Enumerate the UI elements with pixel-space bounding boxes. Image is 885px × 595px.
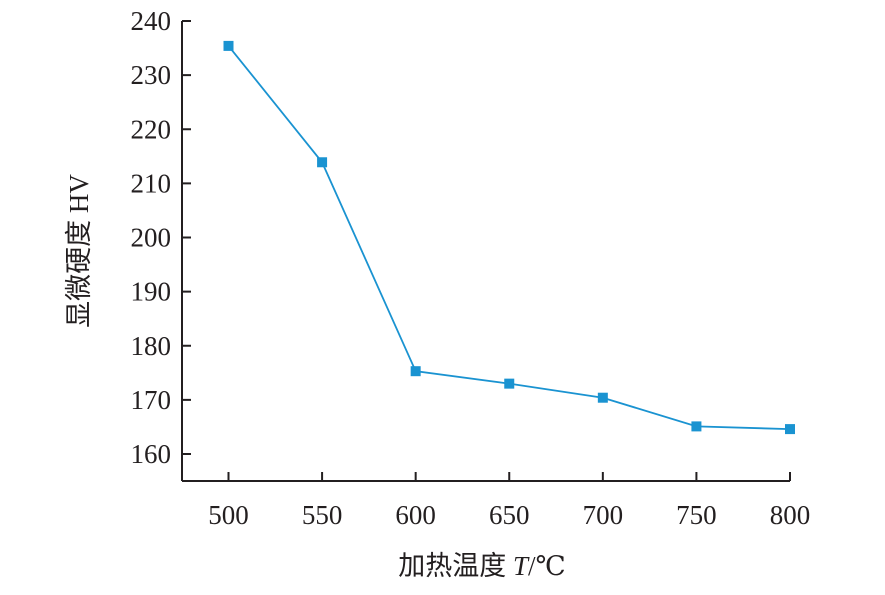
x-tick-label: 750 [676,500,717,530]
x-tick-label: 600 [395,500,436,530]
data-point-marker [691,421,702,432]
data-point-marker [597,392,608,403]
y-axis-title: 显微硬度 HV [64,174,94,328]
data-point-marker [223,40,234,51]
x-axis-title-prefix: 加热温度 [398,551,513,581]
y-tick-label: 200 [131,223,172,253]
x-tick-label: 500 [208,500,249,530]
y-tick-label: 170 [131,385,172,415]
series [223,40,795,435]
x-axis-title: 加热温度 T/℃ [398,551,566,581]
x-ticks: 500 550 600 650 700 750 800 [208,472,810,530]
y-tick-label: 220 [131,114,172,144]
x-axis-title-unit: /℃ [528,551,566,581]
data-point-marker [410,366,421,377]
y-tick-label: 210 [131,168,172,198]
axes [181,21,790,482]
x-tick-label: 700 [583,500,624,530]
x-axis-title-symbol: T [513,551,530,581]
y-tick-label: 240 [131,6,172,36]
series-line [227,45,791,431]
x-tick-label: 550 [302,500,343,530]
data-point-marker [504,378,515,389]
y-tick-label: 230 [131,60,172,90]
data-point-marker [317,157,328,168]
y-tick-label: 190 [131,277,172,307]
x-tick-label: 800 [770,500,811,530]
y-tick-label: 180 [131,331,172,361]
data-point-marker [785,424,795,435]
y-ticks: 160 170 180 190 200 210 220 230 240 [131,6,191,469]
y-tick-label: 160 [131,439,172,469]
x-tick-label: 650 [489,500,530,530]
